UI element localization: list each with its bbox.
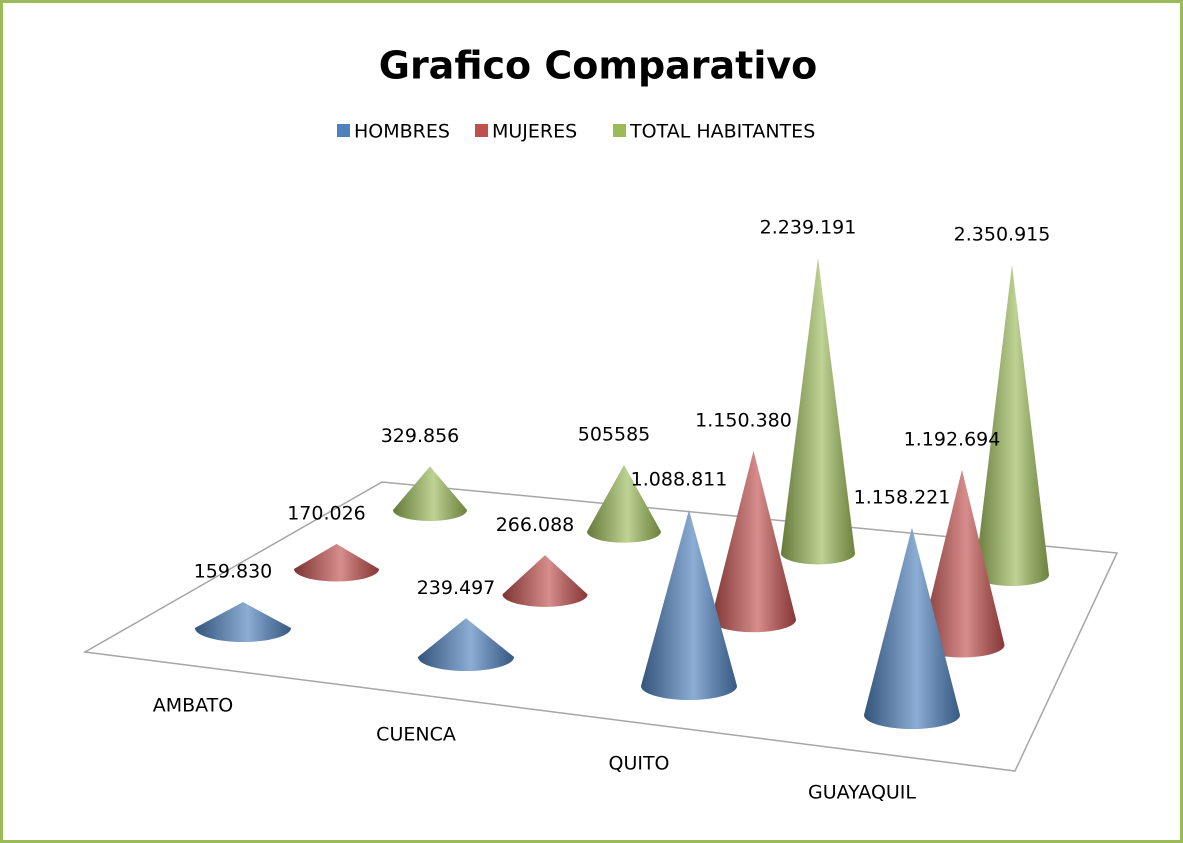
cone-shade <box>195 602 291 642</box>
chart-title: Grafico Comparativo <box>379 44 817 88</box>
data-label: 1.158.221 <box>854 486 951 508</box>
x-tick-label: AMBATO <box>153 695 234 717</box>
x-tick-label: QUITO <box>608 753 669 775</box>
data-label: 1.150.380 <box>695 409 792 431</box>
legend: HOMBRES MUJERES TOTAL HABITANTES <box>337 121 815 143</box>
cone-shade <box>919 469 1005 658</box>
data-label: 2.350.915 <box>954 224 1051 246</box>
legend-label: TOTAL HABITANTES <box>629 121 815 143</box>
legend-swatch <box>475 124 488 137</box>
data-label: 159.830 <box>194 561 273 583</box>
legend-swatch <box>613 124 626 137</box>
data-label: 505585 <box>578 423 651 445</box>
cone-shade <box>641 510 737 700</box>
cone-shade <box>711 450 796 633</box>
data-label: 2.239.191 <box>760 217 857 239</box>
cone-shade <box>587 464 661 543</box>
x-tick-label: GUAYAQUIL <box>808 782 916 804</box>
x-tick-label: CUENCA <box>376 724 456 746</box>
cone-shade <box>294 544 379 582</box>
data-label: 170.026 <box>287 503 366 525</box>
cone-shade <box>864 527 960 729</box>
cone-shade <box>975 265 1049 586</box>
legend-label: MUJERES <box>492 121 577 143</box>
legend-swatch <box>337 124 350 137</box>
data-label: 1.088.811 <box>631 469 728 491</box>
data-label: 239.497 <box>417 577 496 599</box>
plot-area <box>195 258 1049 729</box>
cone-shade <box>502 555 588 607</box>
legend-label: HOMBRES <box>354 121 450 143</box>
data-label: 1.192.694 <box>904 428 1001 450</box>
data-labels: 329.856 505585 2.239.191 2.350.915 170.026 26… <box>153 217 1051 804</box>
data-label: 329.856 <box>381 425 460 447</box>
cone-shade <box>418 618 514 671</box>
cone-shade <box>393 466 467 521</box>
data-label: 266.088 <box>496 514 575 536</box>
cone-shade <box>781 258 855 565</box>
